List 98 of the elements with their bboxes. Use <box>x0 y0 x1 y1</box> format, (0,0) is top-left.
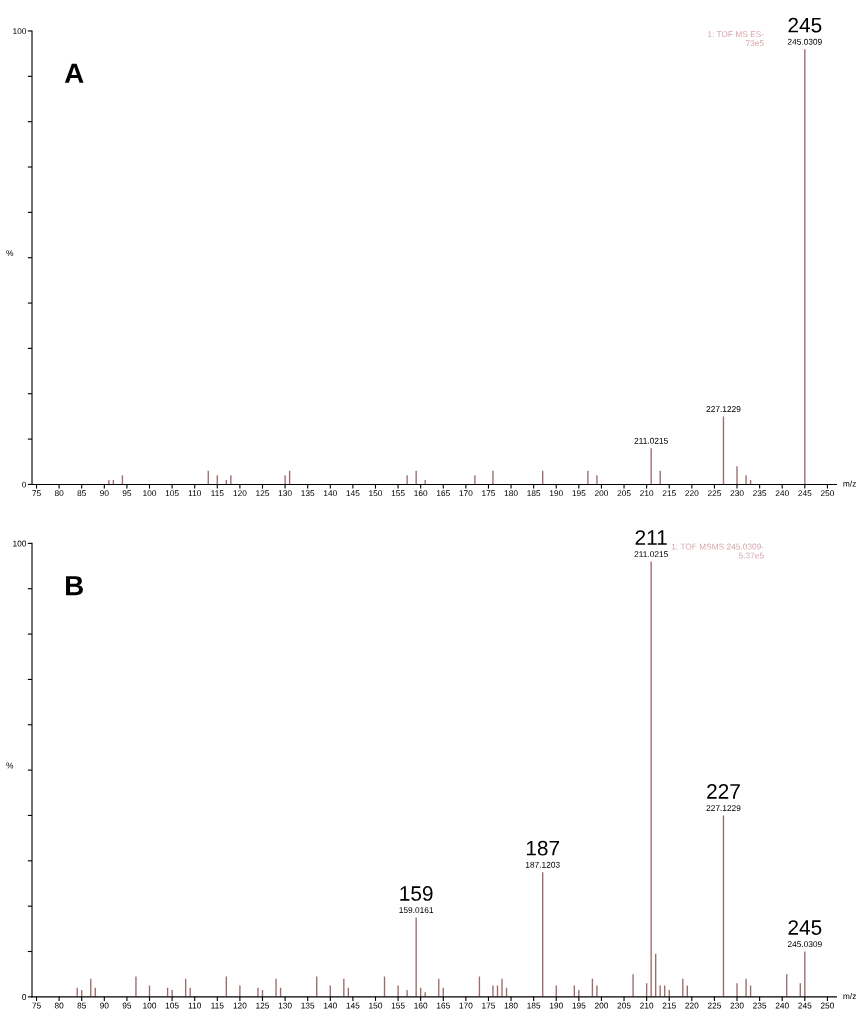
annotation: 187 <box>526 840 560 856</box>
x-tick-label: 175 <box>482 490 496 497</box>
x-tick-label: 95 <box>122 490 132 497</box>
x-tick-label: 180 <box>504 1002 518 1009</box>
annotation: 245.0309 <box>787 38 822 45</box>
x-tick-label: 145 <box>346 490 360 497</box>
x-tick-label: 135 <box>301 490 315 497</box>
x-tick-label: 90 <box>100 490 109 497</box>
x-tick-label: 250 <box>820 490 835 497</box>
x-tick-label: 235 <box>753 490 767 497</box>
x-tick-label: 205 <box>617 1002 631 1009</box>
annotation: 1: TOF MS ES- 73e5 <box>708 31 764 47</box>
x-tick-label: 200 <box>594 1002 609 1009</box>
x-tick-label: 225 <box>707 490 722 497</box>
x-tick-label: 220 <box>685 490 699 497</box>
x-tick-label: 115 <box>211 490 224 497</box>
x-axis-title: m/z <box>843 992 856 1000</box>
x-tick-label: 140 <box>323 1002 337 1009</box>
x-tick-label: 110 <box>188 1002 202 1009</box>
x-tick-label: 220 <box>685 1002 699 1009</box>
y-tick-label: 0 <box>22 481 27 488</box>
annotation: 187.1203 <box>525 861 560 868</box>
annotation: 227.1229 <box>706 805 741 812</box>
x-tick-label: 165 <box>436 1002 450 1009</box>
annotation: 245.0309 <box>787 941 822 948</box>
x-tick-label: 160 <box>414 490 428 497</box>
x-tick-label: 200 <box>594 490 609 497</box>
y-tick-label: 0 <box>22 994 27 1000</box>
x-tick-label: 170 <box>459 490 473 497</box>
y-axis-title: % <box>6 250 14 257</box>
x-tick-label: 100 <box>143 490 157 497</box>
x-tick-label: 85 <box>77 1002 86 1009</box>
x-tick-label: 120 <box>233 1002 247 1009</box>
x-tick-label: 185 <box>527 1002 541 1009</box>
text: A <box>64 63 84 83</box>
annotation: 211.0215 <box>634 437 668 444</box>
x-tick-label: 80 <box>54 490 64 497</box>
x-tick-label: 125 <box>256 1002 270 1009</box>
x-tick-label: 155 <box>391 1002 405 1009</box>
x-tick-label: 180 <box>504 490 518 497</box>
x-tick-label: 145 <box>346 1002 360 1009</box>
x-tick-label: 245 <box>798 1002 812 1009</box>
annotation: 159.0161 <box>399 907 434 914</box>
x-tick-label: 245 <box>798 490 812 497</box>
x-tick-label: 190 <box>549 1002 563 1009</box>
x-tick-label: 115 <box>211 1002 224 1009</box>
annotation: 211.0215 <box>634 551 668 558</box>
x-tick-label: 195 <box>572 490 586 497</box>
x-tick-label: 210 <box>640 1002 654 1009</box>
x-tick-label: 120 <box>233 490 247 497</box>
x-tick-label: 195 <box>572 1002 586 1009</box>
x-tick-label: 230 <box>730 490 744 497</box>
annotation: 159 <box>400 886 433 901</box>
x-tick-label: 80 <box>54 1002 64 1009</box>
x-tick-label: 215 <box>662 1002 676 1009</box>
annotation: 227.1229 <box>706 406 741 412</box>
x-tick-label: 110 <box>188 490 202 497</box>
x-tick-label: 85 <box>77 490 86 497</box>
x-tick-label: 160 <box>414 1002 428 1009</box>
x-tick-label: 105 <box>165 1002 179 1009</box>
x-tick-label: 100 <box>143 1002 157 1009</box>
x-tick-label: 90 <box>100 1002 109 1009</box>
y-axis-title: % <box>6 762 14 769</box>
x-axis-title: m/z <box>843 480 856 487</box>
x-tick-label: 165 <box>436 490 450 497</box>
x-tick-label: 210 <box>640 490 654 497</box>
x-tick-label: 150 <box>369 490 383 497</box>
x-tick-label: 75 <box>32 490 41 497</box>
x-tick-label: 175 <box>482 1002 496 1009</box>
x-tick-label: 155 <box>391 490 405 497</box>
x-tick-label: 230 <box>730 1002 744 1009</box>
x-tick-label: 150 <box>369 1002 383 1009</box>
x-tick-label: 140 <box>323 490 337 497</box>
x-tick-label: 130 <box>278 1002 292 1009</box>
annotation: 1: TOF MSMS 245.0309- 5.37e5 <box>671 543 764 559</box>
x-tick-label: 235 <box>753 1002 767 1009</box>
x-tick-label: 130 <box>278 490 292 497</box>
x-tick-label: 225 <box>707 1002 722 1009</box>
x-tick-label: 170 <box>459 1002 473 1009</box>
annotation: 245 <box>788 920 822 935</box>
x-tick-label: 105 <box>165 490 179 497</box>
x-tick-label: 75 <box>32 1002 41 1009</box>
annotation: 227 <box>707 784 740 799</box>
text: B <box>66 576 83 596</box>
y-tick-label: 100 <box>13 28 27 35</box>
x-tick-label: 240 <box>775 490 789 497</box>
x-tick-label: 125 <box>256 490 270 497</box>
x-tick-label: 250 <box>820 1002 835 1009</box>
x-tick-label: 205 <box>617 490 631 497</box>
x-tick-label: 95 <box>122 1002 132 1009</box>
x-tick-label: 215 <box>662 490 676 497</box>
x-tick-label: 190 <box>549 490 563 497</box>
x-tick-label: 185 <box>527 490 541 497</box>
y-tick-label: 100 <box>13 540 27 547</box>
x-tick-label: 240 <box>775 1002 789 1009</box>
x-tick-label: 135 <box>301 1002 315 1009</box>
annotation: 245 <box>788 17 822 33</box>
annotation: 211 <box>635 530 667 545</box>
